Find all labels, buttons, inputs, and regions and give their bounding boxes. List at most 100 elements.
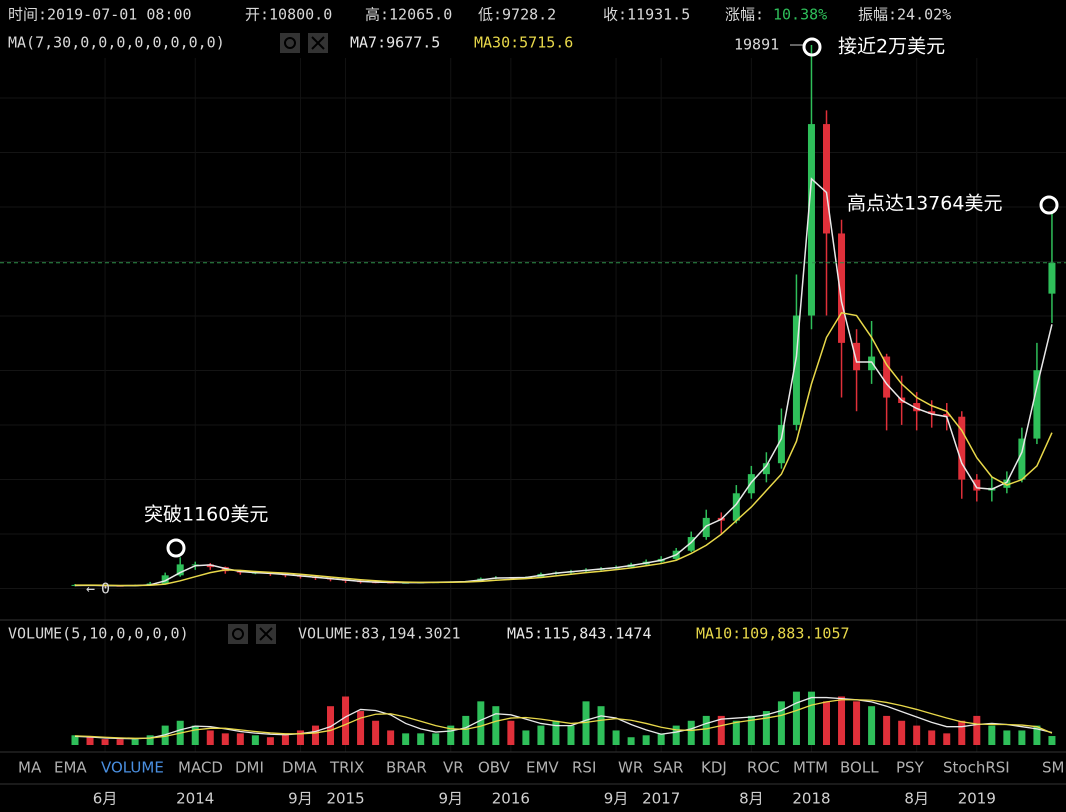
indicator-tab[interactable]: VR: [443, 759, 464, 777]
volume-bar: [792, 691, 800, 745]
x-tick-label: 2017: [642, 790, 680, 808]
indicator-tab[interactable]: VOLUME: [101, 759, 164, 777]
legend-ma7: MA7:9677.5: [350, 34, 440, 52]
volume-bar: [702, 715, 710, 745]
volume-bar: [777, 701, 785, 745]
volume-bar: [807, 691, 815, 745]
volume-bar: [296, 730, 304, 745]
indicator-tab[interactable]: EMV: [526, 759, 559, 777]
indicator-tab[interactable]: WR: [618, 759, 643, 777]
close: 收:11931.5: [603, 6, 690, 24]
volume-bar: [913, 725, 921, 745]
annotation: 接近2万美元: [838, 36, 945, 58]
gear: [232, 628, 244, 640]
volume-bar: [732, 720, 740, 745]
close-x: [311, 36, 325, 50]
indicator-tab[interactable]: MTM: [793, 759, 828, 777]
candle-body: [928, 411, 936, 414]
indicator-tab[interactable]: KDJ: [701, 759, 727, 777]
settings-icon[interactable]: [280, 33, 300, 53]
candle-body: [853, 342, 861, 371]
volume-bar: [883, 715, 891, 745]
annotation: 高点达13764美元: [847, 193, 1002, 215]
low: 低:9728.2: [478, 6, 556, 24]
volume-bar: [462, 715, 470, 745]
volume-bar: [447, 725, 455, 745]
x-tick-label: 8月: [739, 790, 764, 808]
indicator-tab[interactable]: PSY: [896, 759, 925, 777]
volume-bar: [131, 739, 139, 745]
volume-bar: [251, 735, 259, 745]
ma-line: [75, 311, 1053, 587]
volume-bar: [86, 737, 94, 745]
candle-body: [868, 356, 876, 371]
x-tick-label: 2016: [492, 790, 530, 808]
volume-bar: [402, 733, 410, 745]
indicator-tab[interactable]: SMI: [1042, 759, 1066, 777]
max-label: 19891: [734, 36, 779, 54]
indicator-tab[interactable]: DMA: [282, 759, 317, 777]
volume-bar: [762, 711, 770, 745]
volume-bar: [672, 725, 680, 745]
volume-bar: [146, 735, 154, 745]
indicator-tab[interactable]: OBV: [478, 759, 511, 777]
volume-bar: [357, 711, 365, 745]
volume-bar: [477, 701, 485, 745]
x-tick-label: 9月: [438, 790, 463, 808]
volume-bar: [116, 739, 124, 745]
indicator-tab[interactable]: TRIX: [329, 759, 364, 777]
x-tick-label: 8月: [904, 790, 929, 808]
candle-body: [176, 564, 184, 576]
volume-title: VOLUME(5,10,0,0,0,0): [8, 625, 189, 643]
volume-bar: [1048, 736, 1056, 745]
candle-body: [1048, 262, 1056, 294]
indicator-tab[interactable]: MACD: [178, 759, 223, 777]
candle-body: [807, 124, 815, 316]
indicator-tab[interactable]: SAR: [653, 759, 683, 777]
candle-body: [958, 416, 966, 480]
volume-ma-line: [74, 696, 1053, 740]
indicator-title: MA(7,30,0,0,0,0,0,0,0,0): [8, 34, 225, 52]
volume-bar: [522, 730, 530, 745]
indicator-tab[interactable]: BOLL: [840, 759, 879, 777]
volume-bar: [943, 733, 951, 745]
volume-bar: [973, 715, 981, 745]
volume-bar: [372, 720, 380, 745]
legend-ma5: MA5:115,843.1474: [507, 625, 652, 643]
volume-bar: [717, 715, 725, 745]
volume-bar: [1018, 730, 1026, 745]
volume-bar: [221, 733, 229, 745]
candle-body: [1033, 370, 1041, 439]
indicator-tab[interactable]: RSI: [572, 759, 596, 777]
indicator-tab[interactable]: DMI: [235, 759, 264, 777]
volume-bar: [1003, 730, 1011, 745]
settings-icon[interactable]: [228, 624, 248, 644]
amplitude: 振幅:24.02%: [858, 6, 951, 24]
legend-volume: VOLUME:83,194.3021: [298, 625, 461, 643]
x-tick-label: 9月: [288, 790, 313, 808]
candle-body: [687, 537, 695, 551]
x-tick-label: 2019: [958, 790, 996, 808]
indicator-tab[interactable]: BRAR: [386, 759, 427, 777]
close-x: [259, 627, 273, 641]
x-tick-label: 2015: [326, 790, 364, 808]
candle-body: [792, 315, 800, 425]
candle-body: [191, 564, 199, 566]
volume-bar: [988, 725, 996, 745]
indicator-tab[interactable]: MA: [18, 759, 42, 777]
gear: [284, 37, 296, 49]
volume-bar: [642, 735, 650, 745]
x-tick-label: 2014: [176, 790, 214, 808]
volume-bar: [1033, 725, 1041, 745]
volume-bar: [687, 720, 695, 745]
volume-ma-line: [74, 699, 1053, 739]
indicator-tab[interactable]: EMA: [54, 759, 87, 777]
candle-body: [1003, 479, 1011, 488]
candle-body: [973, 479, 981, 491]
annotation: 突破1160美元: [144, 504, 268, 526]
indicator-tab[interactable]: ROC: [747, 759, 780, 777]
volume-bar: [552, 720, 560, 745]
change: 10.38%: [773, 6, 827, 24]
indicator-tab[interactable]: StochRSI: [943, 759, 1010, 777]
